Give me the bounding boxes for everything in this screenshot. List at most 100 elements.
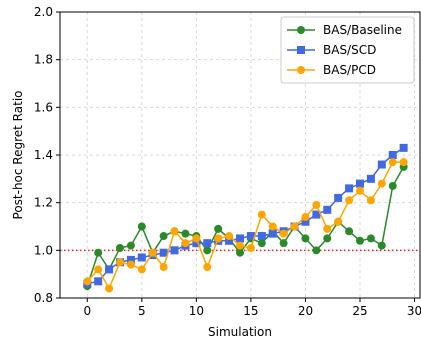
data-point xyxy=(356,186,364,195)
data-point xyxy=(301,234,310,243)
data-point xyxy=(137,265,146,274)
legend-label: BAS/SCD xyxy=(323,43,376,57)
legend-box xyxy=(280,16,415,84)
data-point xyxy=(399,143,408,152)
data-point xyxy=(388,181,397,190)
data-point xyxy=(170,246,179,255)
data-point xyxy=(312,201,321,210)
data-point xyxy=(126,255,135,264)
data-point xyxy=(105,265,114,274)
data-point xyxy=(366,234,375,243)
data-point xyxy=(236,234,244,243)
data-point xyxy=(377,241,386,250)
data-point xyxy=(323,205,332,214)
data-point xyxy=(268,222,277,231)
series-bas-pcd xyxy=(83,158,408,293)
x-tick-label: 20 xyxy=(298,304,313,318)
x-axis: 0 5 10 15 20 25 30 xyxy=(83,298,421,318)
data-point xyxy=(388,151,397,159)
data-point xyxy=(83,277,92,286)
x-tick-label: 25 xyxy=(352,304,367,318)
data-point xyxy=(159,232,168,241)
data-point xyxy=(203,263,212,272)
data-point xyxy=(236,241,244,250)
y-tick-label: 1.0 xyxy=(34,243,53,257)
data-point xyxy=(94,248,103,257)
data-point xyxy=(137,222,146,231)
data-point xyxy=(301,217,310,226)
data-point xyxy=(203,239,212,248)
data-point xyxy=(257,210,266,219)
legend-item: BAS/SCD xyxy=(287,43,376,57)
data-point xyxy=(181,229,190,238)
legend-marker xyxy=(297,66,305,74)
legend: BAS/Baseline BAS/SCD BAS/PCD xyxy=(280,16,415,84)
data-point xyxy=(323,224,332,233)
data-point xyxy=(181,239,190,248)
data-point xyxy=(334,217,343,226)
data-point xyxy=(312,210,321,219)
legend-marker xyxy=(297,26,305,34)
x-tick-label: 15 xyxy=(243,304,258,318)
data-point xyxy=(345,227,354,236)
series-layer xyxy=(83,143,408,293)
y-tick-label: 0.8 xyxy=(34,291,53,305)
data-point xyxy=(116,243,124,252)
data-point xyxy=(192,239,201,248)
data-point xyxy=(246,232,255,241)
x-tick-label: 10 xyxy=(189,304,204,318)
legend-marker xyxy=(297,46,305,54)
data-point xyxy=(192,234,201,243)
x-tick-label: 0 xyxy=(83,304,91,318)
data-point xyxy=(334,193,343,202)
data-point xyxy=(268,229,277,238)
data-point xyxy=(116,258,124,267)
data-point xyxy=(159,263,168,272)
data-point xyxy=(126,241,135,250)
data-point xyxy=(105,284,114,293)
data-point xyxy=(279,229,288,238)
data-point xyxy=(246,243,255,252)
y-tick-label: 2.0 xyxy=(34,5,53,19)
data-point xyxy=(94,265,103,274)
data-point xyxy=(377,179,386,188)
data-point xyxy=(366,174,375,183)
y-axis: 0.8 1.0 1.2 1.4 1.6 1.8 2.0 xyxy=(34,5,60,305)
data-point xyxy=(399,158,408,167)
y-tick-label: 1.8 xyxy=(34,53,53,67)
data-point xyxy=(290,222,299,231)
data-point xyxy=(94,277,103,286)
data-point xyxy=(148,248,157,257)
y-tick-label: 1.6 xyxy=(34,100,53,114)
legend-item: BAS/PCD xyxy=(287,63,376,77)
data-point xyxy=(345,196,354,205)
data-point xyxy=(257,232,266,241)
legend-item: BAS/Baseline xyxy=(287,23,402,37)
x-tick-label: 5 xyxy=(138,304,146,318)
data-point xyxy=(312,246,321,255)
data-point xyxy=(236,248,244,257)
data-point xyxy=(225,236,234,245)
y-tick-label: 1.2 xyxy=(34,196,53,210)
data-point xyxy=(137,253,146,262)
y-tick-label: 1.4 xyxy=(34,148,53,162)
data-point xyxy=(377,160,386,169)
x-tick-label: 30 xyxy=(407,304,421,318)
data-point xyxy=(159,248,168,257)
data-point xyxy=(279,239,288,248)
data-point xyxy=(126,260,135,269)
data-point xyxy=(345,184,354,193)
legend-label: BAS/Baseline xyxy=(323,23,402,37)
data-point xyxy=(388,158,397,167)
y-axis-title: Post-hoc Regret Ratio xyxy=(11,91,25,220)
data-point xyxy=(301,212,310,221)
data-point xyxy=(366,196,375,205)
x-axis-title: Simulation xyxy=(208,325,272,339)
data-point xyxy=(356,236,364,245)
data-point xyxy=(214,224,223,233)
data-point xyxy=(170,227,179,236)
data-point xyxy=(203,246,212,255)
data-point xyxy=(214,234,223,243)
legend-label: BAS/PCD xyxy=(323,63,376,77)
